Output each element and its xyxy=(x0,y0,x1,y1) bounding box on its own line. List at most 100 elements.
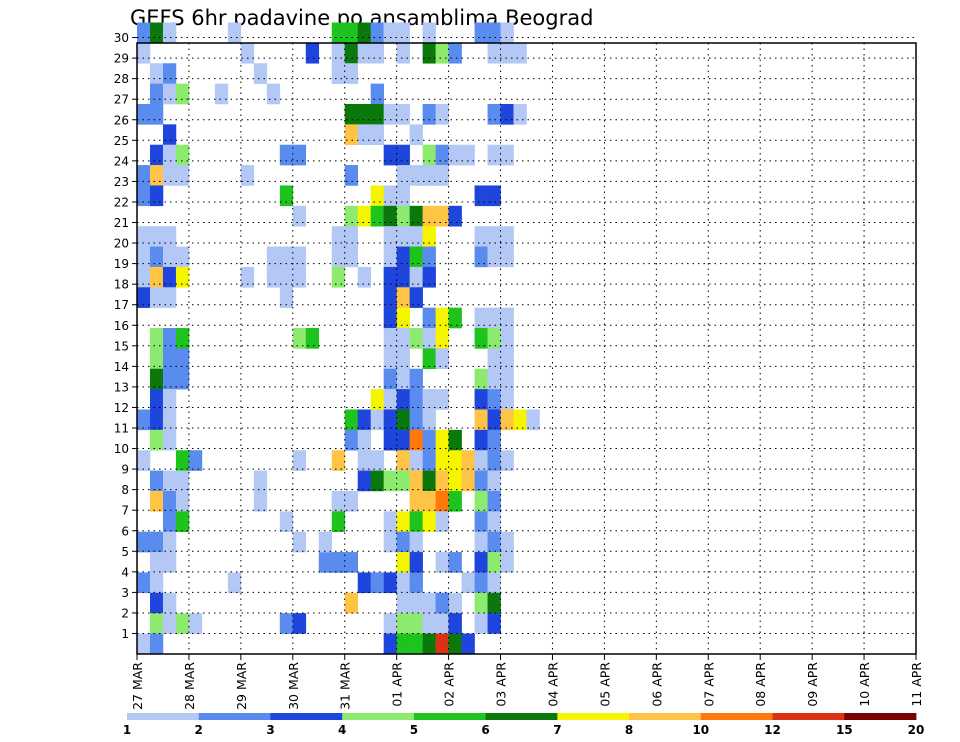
heatmap-cell xyxy=(227,572,242,594)
heatmap-cell xyxy=(370,572,384,594)
heatmap-cell xyxy=(162,287,177,308)
heatmap-cell xyxy=(162,22,177,44)
heatmap-cell xyxy=(409,266,423,288)
heatmap-cell xyxy=(344,165,359,186)
heatmap-cell xyxy=(149,246,164,268)
heatmap-cell xyxy=(344,22,359,44)
heatmap-cell xyxy=(422,205,436,227)
heatmap-cell xyxy=(474,185,488,207)
heatmap-cell xyxy=(240,42,255,64)
heatmap-cell xyxy=(292,328,307,349)
heatmap-cell xyxy=(137,633,151,655)
y-tick-label: 17 xyxy=(114,298,129,312)
heatmap-cell xyxy=(500,22,514,44)
heatmap-cell xyxy=(474,613,488,634)
heatmap-cell xyxy=(383,144,397,166)
heatmap-cell xyxy=(435,429,449,451)
heatmap-cell xyxy=(409,124,423,146)
heatmap-cell xyxy=(435,470,449,492)
x-tick-label: 10 APR xyxy=(857,662,872,707)
heatmap-cell xyxy=(149,490,164,512)
heatmap-cell xyxy=(137,531,151,553)
heatmap-cell xyxy=(487,22,501,44)
colorbar-swatch xyxy=(342,713,415,720)
x-tick-label: 01 APR xyxy=(390,662,405,707)
heatmap-cell xyxy=(422,266,436,288)
heatmap-cell xyxy=(422,226,436,247)
heatmap-cell xyxy=(149,368,164,390)
colorbar-label: 7 xyxy=(553,723,561,737)
heatmap-cell xyxy=(474,368,488,390)
y-tick-label: 16 xyxy=(114,319,129,333)
x-tick-label: 09 APR xyxy=(805,662,820,707)
y-tick-label: 10 xyxy=(114,442,129,456)
heatmap-cell xyxy=(383,226,397,247)
heatmap-cell xyxy=(175,328,190,349)
heatmap-cell xyxy=(448,592,462,614)
heatmap-cell xyxy=(396,266,410,288)
heatmap-cell xyxy=(318,531,333,553)
heatmap-cell xyxy=(149,470,164,492)
heatmap-cell xyxy=(331,42,346,64)
heatmap-cell xyxy=(344,552,359,573)
colorbar-swatch xyxy=(413,713,487,720)
heatmap-cell xyxy=(500,328,514,349)
heatmap-cell xyxy=(383,572,397,594)
heatmap-cell xyxy=(149,389,164,410)
heatmap-cell xyxy=(292,450,307,471)
heatmap-cell xyxy=(435,165,449,186)
heatmap-cell xyxy=(500,348,514,370)
heatmap-cell xyxy=(409,226,423,247)
heatmap-cell xyxy=(175,490,190,512)
heatmap-cell xyxy=(279,511,294,532)
heatmap-cell xyxy=(487,307,501,329)
y-tick-label: 29 xyxy=(114,52,129,66)
heatmap-cell xyxy=(149,328,164,349)
heatmap-cell xyxy=(162,511,177,532)
colorbar-swatch xyxy=(772,713,845,720)
colorbar-swatch xyxy=(557,713,630,720)
plot-frame xyxy=(136,42,917,655)
heatmap-cell xyxy=(162,531,177,553)
heatmap-cell xyxy=(383,266,397,288)
heatmap-cell xyxy=(526,409,540,431)
heatmap-cell xyxy=(487,552,501,573)
y-axis-ticks: 1234567891011121314151617181920212223242… xyxy=(114,31,137,641)
heatmap-cell xyxy=(383,531,397,553)
heatmap-cell xyxy=(383,328,397,349)
heatmap-cell xyxy=(487,531,501,553)
heatmap-cell xyxy=(292,205,307,227)
heatmap-cell xyxy=(149,226,164,247)
heatmap-cell xyxy=(357,42,371,64)
heatmap-cell xyxy=(474,389,488,410)
y-tick-label: 23 xyxy=(114,175,129,189)
heatmap-cell xyxy=(422,511,436,532)
y-tick-label: 30 xyxy=(114,31,129,45)
heatmap-cell xyxy=(396,613,410,634)
heatmap-cell xyxy=(149,185,164,207)
heatmap-cell xyxy=(370,83,384,105)
heatmap-cell xyxy=(448,470,462,492)
heatmap-cell xyxy=(461,470,475,492)
heatmap-cell xyxy=(162,266,177,288)
heatmap-cell xyxy=(175,165,190,186)
heatmap-cell xyxy=(487,429,501,451)
heatmap-cell xyxy=(409,165,423,186)
colorbar-label: 4 xyxy=(338,723,346,737)
heatmap-cell xyxy=(383,103,397,125)
heatmap-cell xyxy=(162,226,177,247)
heatmap-cell xyxy=(487,572,501,594)
heatmap-cell xyxy=(448,552,462,573)
heatmap-cell xyxy=(422,429,436,451)
heatmap-cell xyxy=(448,450,462,471)
heatmap-cell xyxy=(409,287,423,308)
heatmap-cell xyxy=(149,287,164,308)
heatmap-cell xyxy=(448,633,462,655)
colorbar-label: 6 xyxy=(481,723,489,737)
heatmap-cell xyxy=(422,144,436,166)
heatmap-cell xyxy=(383,22,397,44)
heatmap-cell xyxy=(137,165,151,186)
heatmap-cell xyxy=(474,450,488,471)
heatmap-cell xyxy=(487,613,501,634)
